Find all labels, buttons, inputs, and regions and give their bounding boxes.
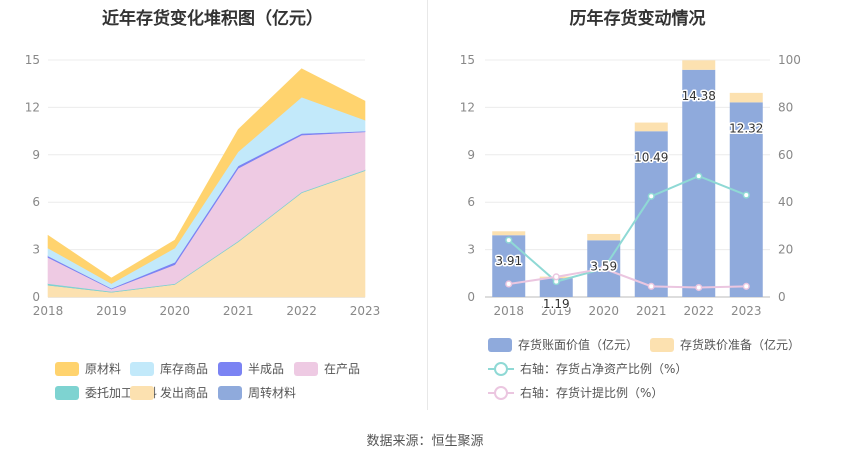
right-chart-title: 历年存货变动情况	[569, 9, 706, 29]
bar	[539, 278, 573, 297]
line-point	[647, 282, 655, 290]
legend-swatch	[488, 337, 512, 352]
y-tick-label: 9	[467, 148, 475, 162]
legend-item[interactable]: 右轴：存货计提比例（%）	[488, 384, 663, 401]
line-point	[742, 282, 750, 290]
bar-value-label: 3.91	[495, 254, 522, 268]
x-tick-label: 2019	[96, 304, 127, 318]
legend-label: 周转材料	[248, 386, 297, 400]
line-point	[647, 192, 655, 200]
legend-item[interactable]: 半成品	[218, 360, 284, 377]
legend-swatch	[55, 361, 79, 376]
y2-tick-label: 0	[778, 290, 786, 304]
x-tick-label: 2021	[636, 304, 667, 318]
line-series	[508, 267, 747, 289]
legend-label: 半成品	[248, 362, 285, 376]
line-point	[552, 273, 560, 281]
line-point	[600, 265, 608, 273]
x-tick-label: 2023	[350, 304, 381, 318]
legend-label: 右轴：存货计提比例（%）	[520, 386, 664, 400]
legend-swatch	[130, 361, 154, 376]
legend-swatch	[55, 385, 79, 400]
y2-tick-label: 40	[778, 195, 793, 209]
legend-item[interactable]: 右轴：存货占净资产比例（%）	[488, 360, 687, 377]
x-tick-label: 2018	[493, 304, 524, 318]
line-point	[505, 280, 513, 288]
bar-value-label: 12.32	[729, 121, 763, 135]
bar	[682, 69, 716, 298]
x-tick-label: 2021	[223, 304, 254, 318]
legend-item[interactable]: 存货跌价准备（亿元）	[650, 336, 800, 353]
legend-swatch	[130, 385, 154, 400]
x-tick-label: 2020	[160, 304, 191, 318]
bar-value-label: 3.59	[590, 259, 617, 273]
bar	[729, 102, 763, 298]
y-tick-label: 15	[25, 53, 40, 67]
left-stacked-area-chart: 0 3 6 9 12 15 2018 2019 2020 2021 2022 2023	[25, 53, 381, 318]
bar-value-label: 10.49	[634, 150, 668, 164]
y-tick-label: 6	[32, 195, 40, 209]
line-point	[695, 283, 703, 292]
legend-item[interactable]: 在产品	[294, 360, 360, 377]
legend-swatch	[488, 385, 514, 400]
line-point	[505, 236, 513, 244]
y-tick-label: 0	[32, 290, 40, 304]
bar	[492, 231, 526, 236]
x-tick-label: 2020	[588, 304, 619, 318]
y2-tick-label: 100	[778, 53, 801, 67]
bar	[682, 60, 716, 70]
legend-label: 在产品	[324, 362, 361, 376]
legend-item[interactable]: 原材料	[55, 360, 121, 377]
y-tick-label: 15	[460, 53, 475, 67]
x-tick-label: 2023	[731, 304, 762, 318]
legend-item[interactable]: 发出商品	[130, 384, 208, 401]
legend-swatch	[218, 385, 242, 400]
x-tick-label: 2022	[683, 304, 714, 318]
left-chart-title: 近年存货变化堆积图（亿元）	[102, 9, 323, 29]
line-series	[508, 175, 747, 283]
panel-divider	[427, 0, 428, 410]
bar-value-label: 14.38	[682, 89, 716, 103]
legend-item[interactable]: 周转材料	[218, 384, 296, 401]
bar-value-label: 1.19	[543, 297, 570, 311]
bar	[729, 92, 763, 103]
y2-tick-label: 20	[778, 243, 793, 257]
legend-swatch	[488, 361, 514, 376]
y2-tick-label: 80	[778, 100, 793, 114]
bar	[587, 233, 621, 241]
area-series	[47, 68, 366, 284]
x-tick-label: 2019	[541, 304, 572, 318]
y-tick-label: 3	[467, 243, 475, 257]
legend-label: 存货账面价值（亿元）	[518, 338, 639, 352]
y-tick-label: 6	[467, 195, 475, 209]
legend-swatch	[218, 361, 242, 376]
legend-label: 库存商品	[160, 362, 209, 376]
y-tick-label: 12	[25, 100, 40, 114]
legend-label: 发出商品	[160, 386, 209, 400]
x-tick-label: 2018	[33, 304, 64, 318]
y2-tick-label: 60	[778, 148, 793, 162]
legend-label: 原材料	[85, 362, 122, 376]
x-tick-label: 2022	[286, 304, 317, 318]
y-tick-label: 12	[460, 100, 475, 114]
right-bar-line-chart: 0 3 6 9 12 15 0 20 40 60 80 100 2018 2019 2020 2021 2022…	[460, 53, 801, 318]
y-tick-label: 3	[32, 243, 40, 257]
legend-label: 存货跌价准备（亿元）	[680, 338, 801, 352]
line-point	[742, 191, 750, 199]
legend-item[interactable]: 库存商品	[130, 360, 208, 377]
bar	[634, 122, 668, 132]
line-point	[695, 172, 703, 180]
legend-swatch	[650, 337, 674, 352]
legend-swatch	[294, 361, 318, 376]
y-tick-label: 0	[467, 290, 475, 304]
y-tick-label: 9	[32, 148, 40, 162]
legend-label: 右轴：存货占净资产比例（%）	[520, 362, 688, 376]
data-source-text: 数据来源：恒生聚源	[366, 434, 484, 449]
legend-item[interactable]: 存货账面价值（亿元）	[488, 336, 638, 353]
